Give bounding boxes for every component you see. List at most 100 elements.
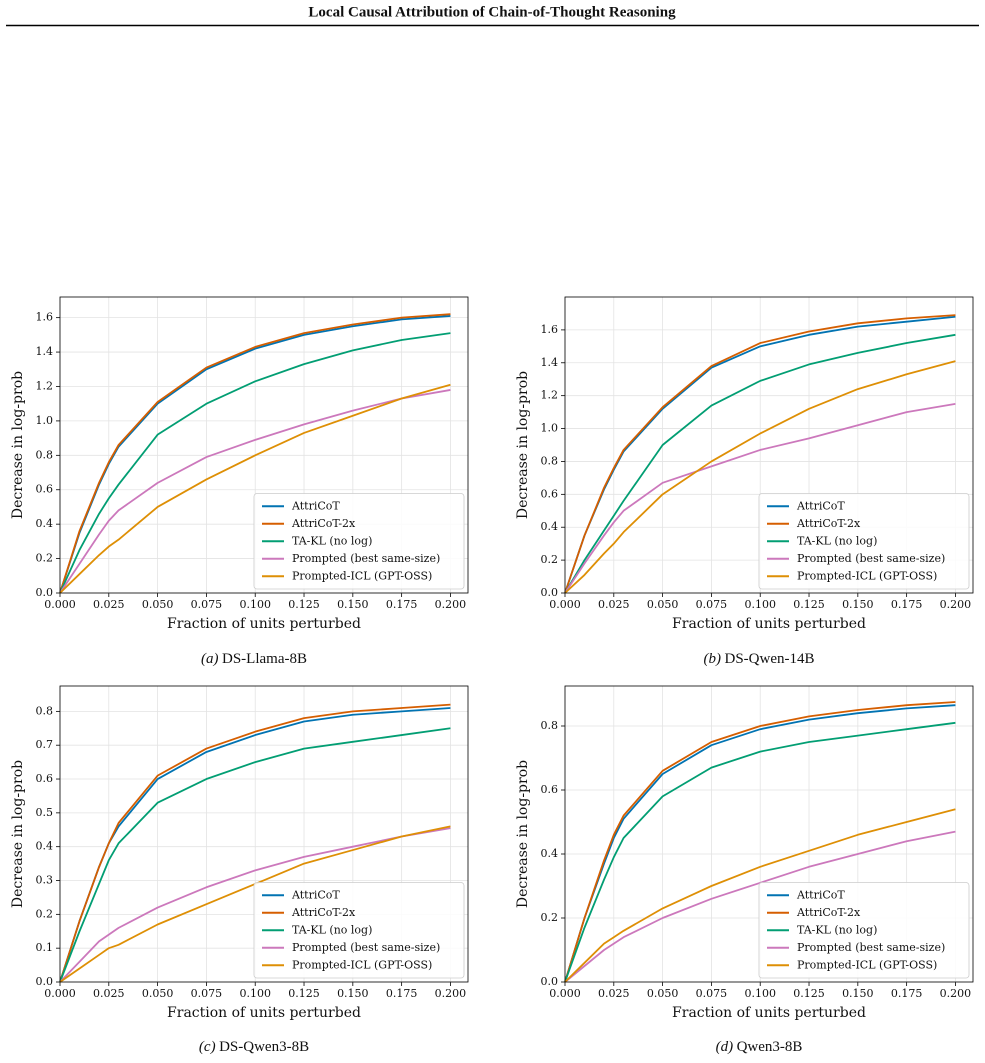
y-tick-label: 1.2 [36, 379, 54, 392]
x-tick-label: 0.050 [142, 598, 174, 611]
y-tick-label: 0.5 [36, 806, 54, 819]
series-line [59, 389, 451, 594]
x-tick-label: 0.175 [386, 598, 418, 611]
x-tick-label: 0.075 [696, 598, 728, 611]
legend: AttriCoT AttriCoT-2x TA-KL (no log) Prompte… [253, 882, 465, 979]
subcaption: (d) Qwen3-8B [716, 1039, 803, 1055]
legend-label: AttriCoT [291, 499, 340, 512]
x-tick-label: 0.050 [142, 987, 174, 1000]
series-line [564, 808, 956, 983]
x-axis-label: Fraction of units perturbed [167, 616, 361, 632]
subcaption-label: (a) [201, 651, 219, 667]
series-line [564, 701, 956, 983]
x-tick-label: 0.025 [93, 598, 125, 611]
subcaption-label: (d) [716, 1039, 734, 1055]
subcaption: (c) DS-Qwen3-8B [199, 1039, 309, 1055]
plot-frame [59, 296, 469, 594]
y-tick-label: 0.3 [36, 874, 54, 887]
legend-label: Prompted-ICL (GPT-OSS) [797, 569, 937, 582]
x-axis-label: Fraction of units perturbed [672, 616, 866, 632]
plot-frame [59, 685, 469, 983]
series-line [564, 333, 956, 594]
chart: 0.000 0.025 0.050 0.075 0.100 0.125 0.150 0.175… [10, 685, 469, 1055]
series-line [564, 830, 956, 983]
y-tick-label: 1.0 [36, 414, 54, 427]
subcaption-label: (c) [199, 1039, 216, 1055]
legend-label: Prompted (best same-size) [292, 941, 440, 954]
series-line [59, 825, 451, 983]
x-tick-label: 0.125 [288, 987, 320, 1000]
x-tick-label: 0.200 [940, 987, 972, 1000]
x-axis-label: Fraction of units perturbed [672, 1005, 866, 1021]
x-tick-label: 0.075 [696, 987, 728, 1000]
legend-label: TA-KL (no log) [797, 534, 877, 547]
y-tick-label: 0.4 [541, 520, 559, 533]
x-tick-label: 0.050 [647, 987, 679, 1000]
y-tick-label: 0.0 [36, 586, 54, 599]
legend-label: Prompted-ICL (GPT-OSS) [797, 958, 937, 971]
x-tick-label: 0.100 [744, 987, 776, 1000]
x-tick-label: 0.150 [337, 598, 369, 611]
y-tick-label: 1.6 [541, 323, 559, 336]
subcaption-text: DS-Qwen-14B [725, 651, 815, 667]
series-line [564, 360, 956, 594]
x-tick-label: 0.150 [842, 987, 874, 1000]
x-tick-label: 0.000 [44, 598, 76, 611]
legend-label: Prompted (best same-size) [797, 552, 945, 565]
legend-label: AttriCoT-2x [291, 517, 356, 530]
legend: AttriCoT AttriCoT-2x TA-KL (no log) Prompte… [758, 882, 970, 979]
x-tick-label: 0.125 [793, 598, 825, 611]
y-tick-label: 0.0 [36, 975, 54, 988]
x-tick-label: 0.175 [891, 987, 923, 1000]
y-tick-label: 0.6 [36, 483, 54, 496]
legend: AttriCoT AttriCoT-2x TA-KL (no log) Prompte… [253, 493, 465, 590]
y-tick-label: 0.6 [541, 783, 559, 796]
x-tick-label: 0.050 [647, 598, 679, 611]
series-line [564, 721, 956, 983]
x-tick-label: 0.025 [598, 987, 630, 1000]
x-tick-label: 0.125 [793, 987, 825, 1000]
y-tick-label: 1.6 [36, 311, 54, 324]
series-line [564, 403, 956, 594]
page-title: Local Causal Attribution of Chain-of-Tho… [308, 4, 676, 20]
x-tick-label: 0.200 [940, 598, 972, 611]
y-tick-label: 1.4 [541, 356, 559, 369]
legend-box [758, 882, 970, 979]
x-tick-label: 0.075 [191, 598, 223, 611]
y-axis-label: Decrease in log-prob [10, 371, 26, 519]
y-tick-label: 1.0 [541, 422, 559, 435]
y-tick-label: 0.8 [36, 448, 54, 461]
series-line [59, 727, 451, 983]
chart: 0.000 0.025 0.050 0.075 0.100 0.125 0.150 0.175… [515, 685, 974, 1055]
subcaption-label: (b) [704, 651, 722, 667]
plot-frame [564, 296, 974, 594]
y-tick-label: 0.4 [541, 847, 559, 860]
x-tick-label: 0.025 [598, 598, 630, 611]
x-tick-label: 0.025 [93, 987, 125, 1000]
x-tick-label: 0.150 [842, 598, 874, 611]
x-axis-label: Fraction of units perturbed [167, 1005, 361, 1021]
x-tick-label: 0.100 [239, 987, 271, 1000]
y-tick-label: 0.2 [36, 552, 54, 565]
x-tick-label: 0.000 [549, 987, 581, 1000]
legend-label: AttriCoT-2x [796, 906, 861, 919]
chart: 0.000 0.025 0.050 0.075 0.100 0.125 0.150 0.175… [10, 296, 469, 667]
y-tick-label: 0.7 [36, 738, 54, 751]
legend-label: Prompted-ICL (GPT-OSS) [292, 569, 432, 582]
legend-label: Prompted (best same-size) [797, 941, 945, 954]
series-line [59, 332, 451, 594]
y-tick-label: 0.2 [36, 907, 54, 920]
legend-label: AttriCoT [291, 888, 340, 901]
y-tick-label: 0.8 [541, 719, 559, 732]
x-tick-label: 0.175 [386, 987, 418, 1000]
x-tick-label: 0.100 [744, 598, 776, 611]
legend-label: AttriCoT-2x [291, 906, 356, 919]
y-axis-label: Decrease in log-prob [515, 371, 531, 519]
x-tick-label: 0.200 [435, 987, 467, 1000]
y-axis-label: Decrease in log-prob [10, 760, 26, 908]
y-tick-label: 0.8 [541, 454, 559, 467]
x-tick-label: 0.100 [239, 598, 271, 611]
legend-box [758, 493, 970, 590]
x-tick-label: 0.150 [337, 987, 369, 1000]
